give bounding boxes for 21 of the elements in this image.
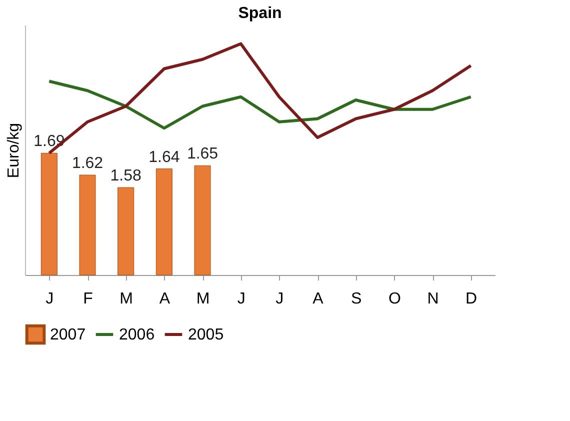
x-tick-label: S: [350, 290, 362, 308]
data-label: 1.58: [110, 168, 142, 184]
legend-label: 2005: [188, 326, 224, 344]
x-tick-label: D: [466, 290, 478, 308]
data-label: 1.64: [148, 148, 180, 166]
legend-label: 2007: [50, 326, 86, 344]
y-axis-title: Euro/kg: [6, 122, 22, 178]
legend-label: 2006: [119, 326, 155, 344]
x-tick-label: O: [388, 290, 401, 308]
x-tick-label: A: [159, 290, 170, 308]
data-label: 1.65: [186, 146, 218, 163]
x-tick-label: M: [120, 290, 133, 308]
x-tick-label: J: [276, 290, 284, 308]
x-tick-label: J: [46, 290, 54, 308]
x-tick-label: F: [83, 290, 94, 308]
x-tick-label: J: [237, 290, 246, 308]
data-label: 1.62: [72, 155, 104, 172]
x-tick-label: N: [427, 290, 439, 308]
x-tick-label: A: [312, 290, 324, 308]
chart-title: Spain: [238, 5, 282, 22]
x-tick-label: M: [196, 290, 210, 308]
